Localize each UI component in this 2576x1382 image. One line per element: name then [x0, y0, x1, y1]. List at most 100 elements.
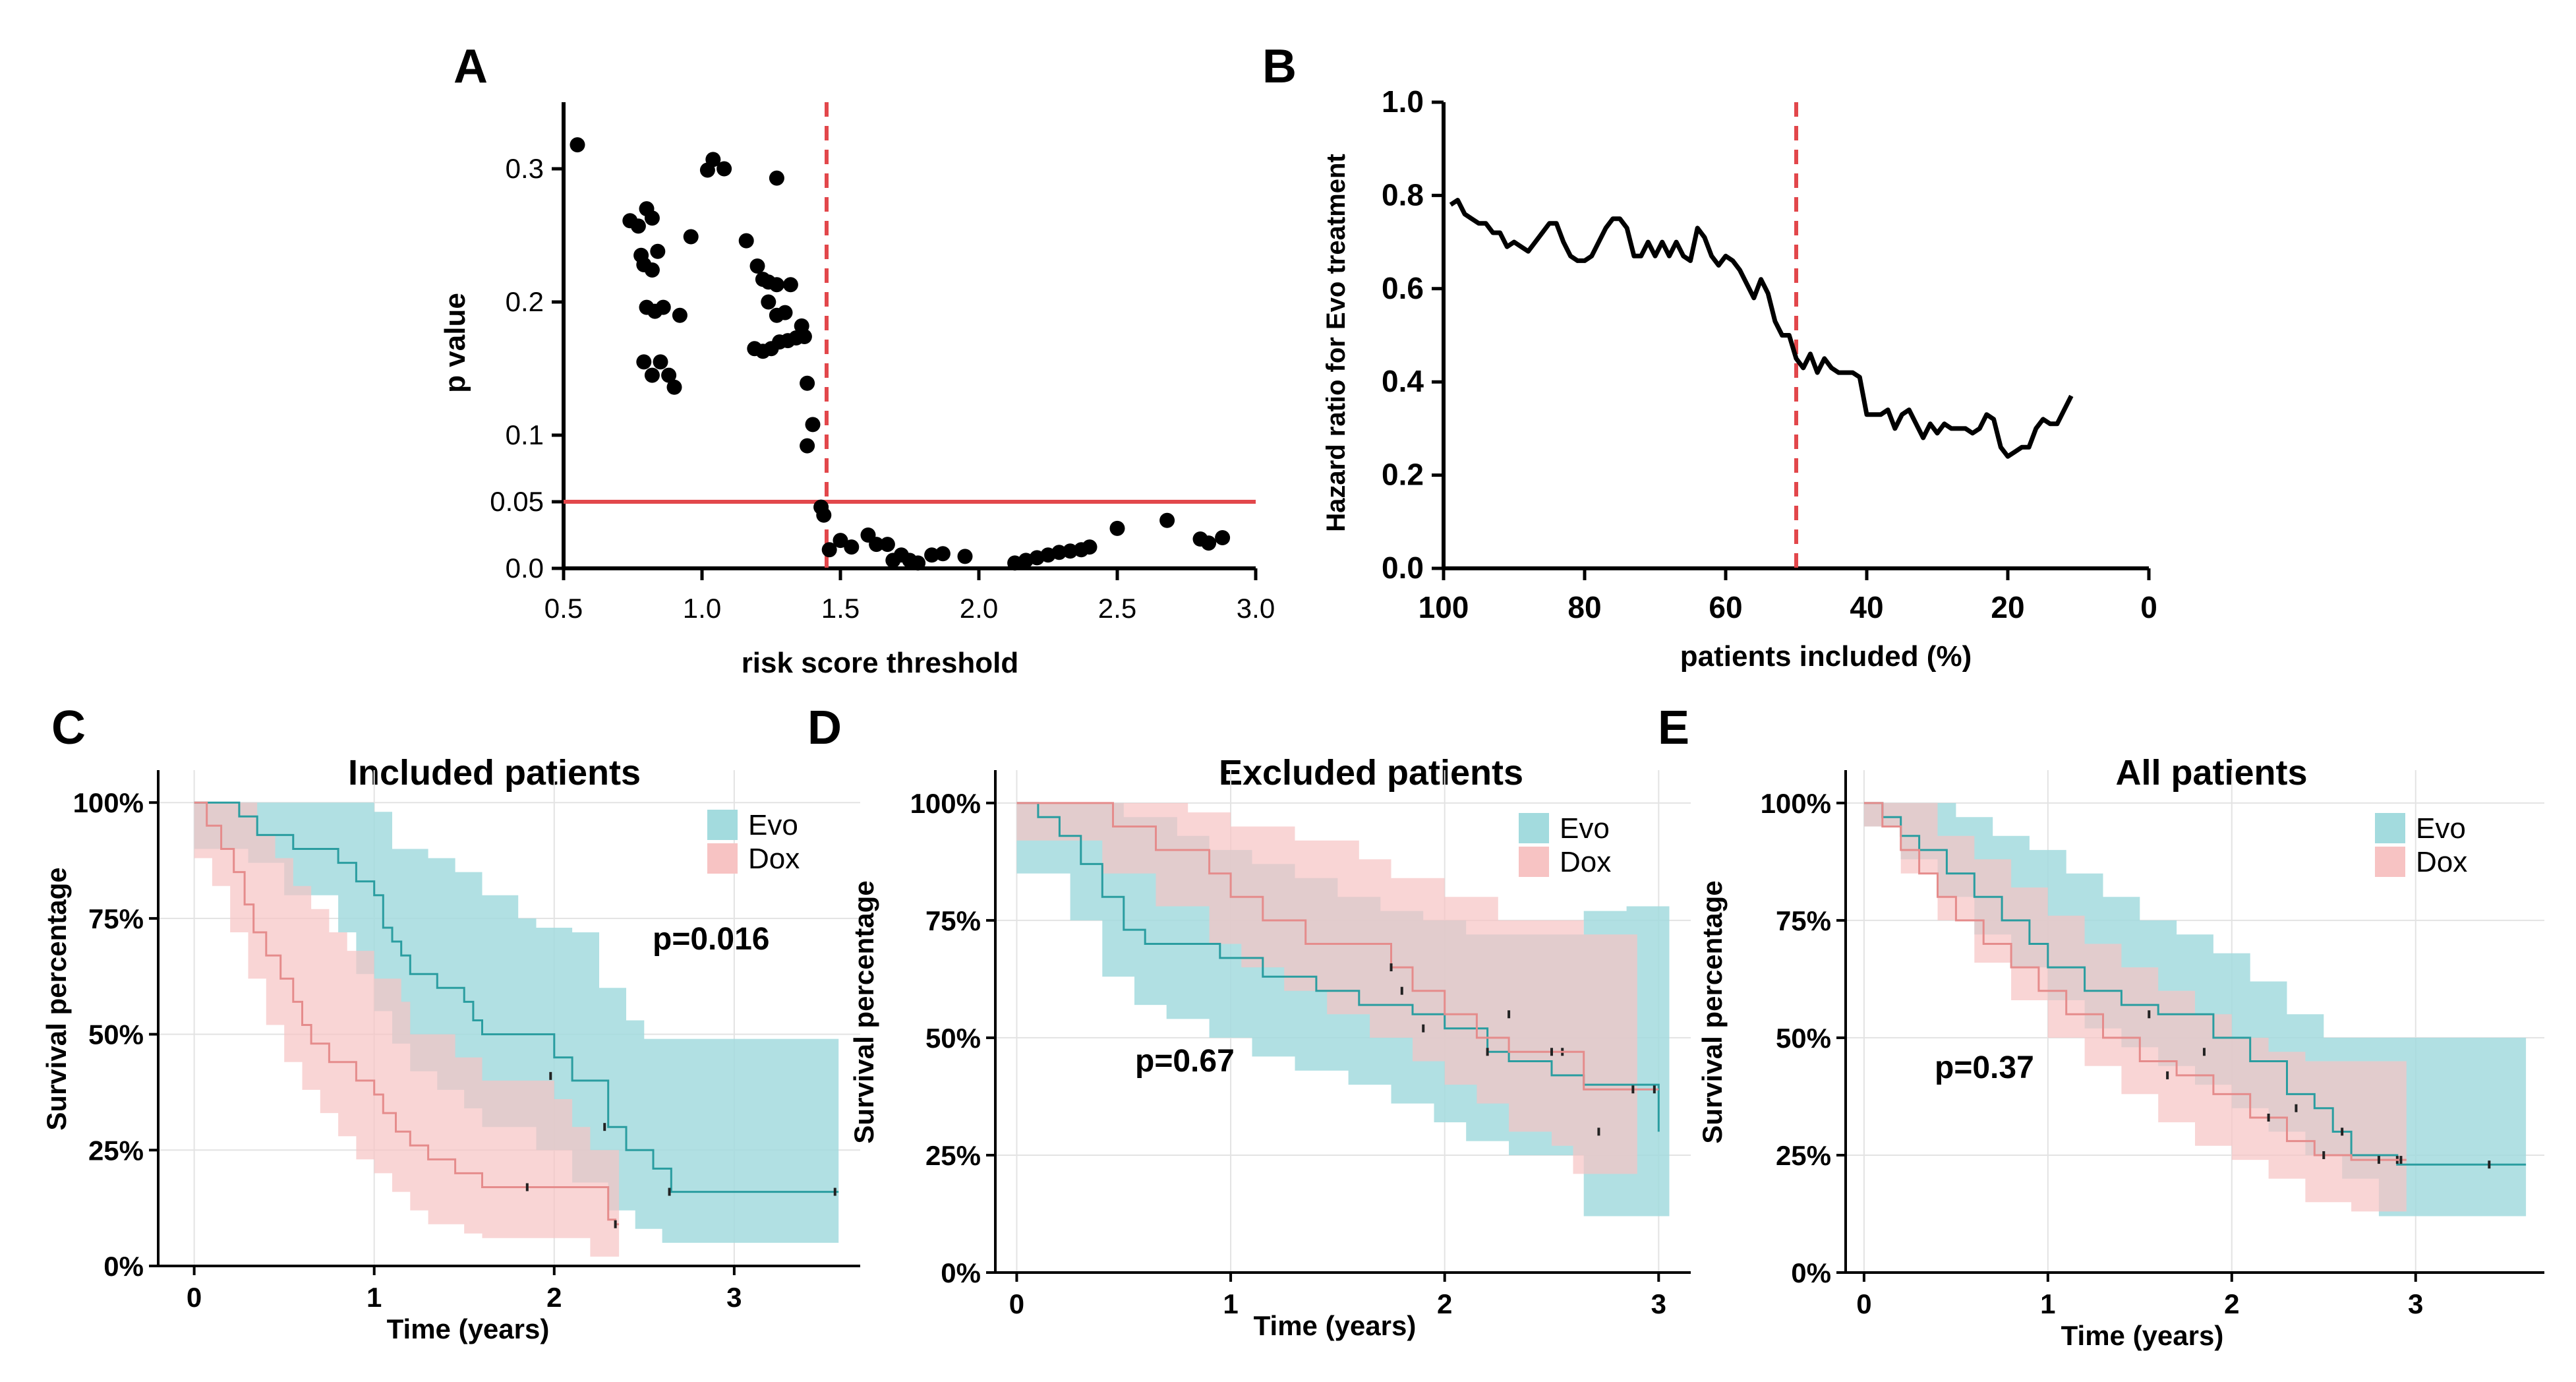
panel-a-point — [800, 375, 815, 391]
panel-b-ytick-label: 0.0 — [1382, 551, 1424, 585]
panel-c-ytick-label: 100% — [73, 787, 144, 818]
panel-e-survival-curve-dox — [1863, 802, 2407, 1161]
panel-a-point — [782, 277, 798, 293]
panel-e-ylabel: Survival percentage — [1697, 880, 1728, 1143]
panel-d-legend-evo-swatch — [1519, 813, 1549, 843]
panel-a-point — [1109, 520, 1125, 536]
panel-c-xtick-label: 1 — [366, 1282, 382, 1313]
panel-b-hazard-line — [1449, 198, 2074, 459]
panel-c-ytick-label: 25% — [88, 1135, 144, 1166]
panel-d-xtick-label: 3 — [1651, 1288, 1666, 1319]
panel-a-point — [769, 170, 784, 186]
panel-a-point — [1082, 539, 1098, 555]
panel-a-xtick-label: 3.0 — [1237, 593, 1275, 624]
panel-c-plot-area: 0 1 2 3 0% 25% 50% 75% 100% — [73, 770, 860, 1313]
panel-c-legend-evo-swatch — [707, 810, 738, 840]
panel-a-point — [661, 367, 677, 383]
panel-e-legend-dox-swatch — [2375, 847, 2405, 877]
panel-a-point — [796, 329, 812, 345]
panel-a-point — [869, 537, 885, 553]
panel-a-plot-area: 0.5 1.0 1.5 2.0 2.5 3.0 0.0 0.05 0.1 0.2 0.3 — [490, 102, 1275, 624]
panel-b-ytick-label: 1.0 — [1382, 84, 1424, 119]
panel-b-plot-area: 100 80 60 40 20 0 0.0 0.2 0.4 0.6 0.8 1.0 — [1382, 84, 2157, 624]
panel-a-point — [644, 367, 660, 383]
panel-a-point — [650, 243, 666, 259]
panel-a-xtick-label: 2.5 — [1098, 593, 1136, 624]
panel-e-plot-area: 0 1 2 3 0% 25% 50% 75% 100% — [1761, 770, 2544, 1319]
panel-a-point — [1201, 535, 1217, 551]
panel-a-point — [717, 161, 732, 177]
panel-e-pvalue: p=0.37 — [1935, 1050, 2034, 1085]
panel-e-xtick-label: 1 — [2040, 1288, 2055, 1319]
panel-b-ytick-label: 0.4 — [1382, 364, 1424, 398]
panel-b-ytick-label: 0.8 — [1382, 177, 1424, 212]
panel-b-xtick-label: 20 — [1991, 590, 2024, 624]
panel-c-km: C Included patients 0 1 2 30%25%50%75%100% … — [41, 702, 860, 1344]
panel-c-xtick-label: 0 — [187, 1282, 202, 1313]
panel-d-ci-band-dox — [1016, 802, 1637, 1174]
panel-b-xlabel: patients included (%) — [1680, 640, 1972, 673]
panel-d-survival-curve-dox — [1016, 802, 1659, 1091]
panel-a-point — [749, 258, 765, 274]
panel-a-point — [777, 305, 793, 320]
panel-a-point — [924, 547, 940, 563]
panel-b-ytick-label: 0.6 — [1382, 271, 1424, 305]
panel-d-ytick-label: 0% — [941, 1257, 981, 1288]
panel-e-ytick-label: 100% — [1761, 788, 1831, 819]
panel-d-ytick-label: 25% — [925, 1140, 981, 1171]
panel-c-ytick-label: 75% — [88, 903, 144, 934]
panel-e-legend-evo-swatch — [2375, 813, 2405, 843]
panel-a-ytick-label: 0.1 — [506, 419, 544, 450]
panel-c-ytick-label: 0% — [103, 1251, 144, 1282]
panel-a-point — [683, 229, 699, 245]
panel-a-point — [935, 546, 951, 562]
panel-a-point — [705, 152, 721, 167]
panel-a-xtick-label: 1.0 — [683, 593, 721, 624]
panel-a-point — [636, 354, 652, 370]
panel-a-point — [761, 294, 776, 310]
panel-c-survival-curve-dox — [194, 801, 620, 1226]
panel-label-c: C — [51, 702, 86, 754]
panel-a-xtick-label: 0.5 — [544, 593, 583, 624]
panel-d-km: D Excluded patients 0 1 2 30%25%50%75%100% … — [807, 702, 1691, 1341]
panel-a-point — [644, 262, 660, 278]
panel-a-point — [672, 307, 688, 323]
panel-c-ylabel: Survival percentage — [41, 867, 72, 1130]
panel-a-point — [910, 555, 926, 571]
panel-a-point — [769, 277, 784, 293]
panel-a-point — [653, 354, 668, 370]
panel-e-ytick-label: 75% — [1776, 905, 1831, 936]
panel-a-ytick-label: 0.0 — [506, 553, 544, 584]
panel-e-survival-curve-evo — [1863, 802, 2527, 1166]
panel-a-point — [879, 537, 895, 553]
panel-b-xtick-label: 80 — [1567, 590, 1601, 624]
panel-a-point — [1063, 543, 1078, 559]
panel-a-point — [1215, 530, 1231, 546]
panel-c-legend-evo: Evo — [748, 809, 798, 841]
panel-a-point — [1051, 545, 1067, 560]
panel-a-point — [805, 417, 821, 433]
panel-c-xlabel: Time (years) — [387, 1313, 550, 1344]
panel-c-ci-band-evo — [194, 802, 839, 1243]
panel-d-xtick-label: 2 — [1437, 1288, 1452, 1319]
panel-d-legend-dox: Dox — [1560, 846, 1611, 878]
panel-d-ytick-label: 75% — [925, 905, 981, 936]
panel-c-ytick-label: 50% — [88, 1019, 144, 1050]
panel-c-xtick-label: 2 — [546, 1282, 562, 1313]
panel-a-point — [630, 218, 646, 234]
panel-e-title: All patients — [2115, 753, 2307, 793]
panel-c-ci-band-dox — [194, 802, 620, 1257]
panel-d-legend-dox-swatch — [1519, 847, 1549, 877]
panel-d-ytick-label: 100% — [910, 788, 981, 819]
panel-label-b: B — [1262, 40, 1297, 93]
panel-a-xtick-label: 1.5 — [821, 593, 860, 624]
panel-e-xtick-label: 3 — [2408, 1288, 2423, 1319]
panel-a-scatter: A 0.5 1.0 1.5 2.0 2.5 3.0 0.0 0.05 0.1 0.2 0.3 ris… — [439, 40, 1275, 679]
panel-d-xtick-label: 1 — [1223, 1288, 1238, 1319]
panel-d-title: Excluded patients — [1219, 753, 1523, 793]
panel-e-xtick-label: 0 — [1856, 1288, 1871, 1319]
panel-a-point — [833, 533, 848, 549]
panel-d-ylabel: Survival percentage — [848, 880, 879, 1143]
